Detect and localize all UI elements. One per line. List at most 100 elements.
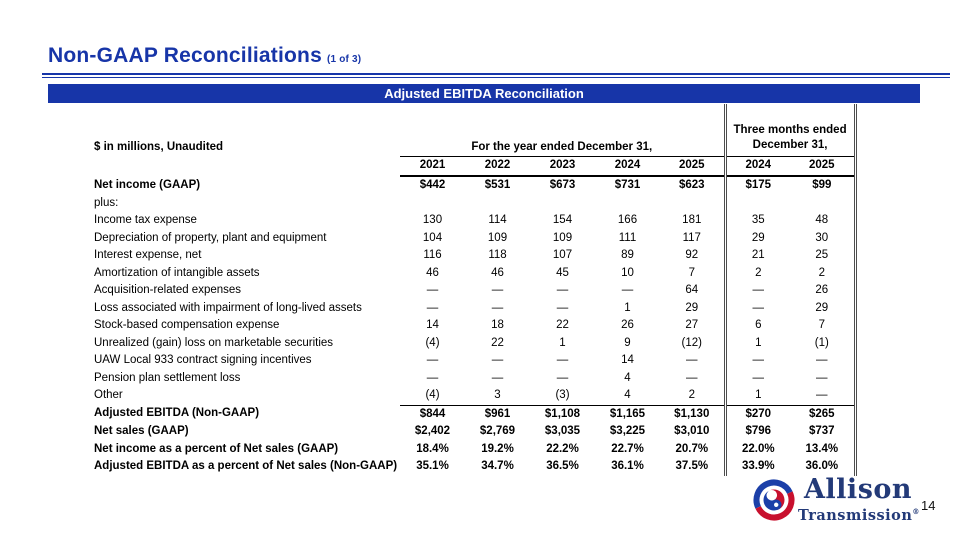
cell-value: $1,130 bbox=[674, 407, 710, 420]
allison-wordmark: Allison Transmission® bbox=[798, 474, 920, 524]
row-label: Net sales (GAAP) bbox=[94, 425, 189, 437]
cell-value: 154 bbox=[552, 214, 573, 226]
cell-value: $3,010 bbox=[674, 425, 710, 437]
table-row: Income tax expense 130 114 154 166 181 3… bbox=[94, 212, 857, 230]
col-header-year: 2024 bbox=[595, 156, 660, 177]
cell-value: 109 bbox=[552, 231, 573, 244]
cell-value: 20.7% bbox=[675, 442, 709, 455]
cell-value: $99 bbox=[790, 176, 857, 195]
col-header-quarter: 2024 bbox=[723, 156, 791, 177]
allison-transmission-logo: Allison Transmission® bbox=[752, 474, 920, 524]
cell-value: $265 bbox=[790, 405, 857, 423]
cell-value: 7 bbox=[790, 317, 857, 335]
col-header-year: 2021 bbox=[400, 156, 465, 177]
cell-value: 30 bbox=[790, 229, 857, 247]
cell-value: $3,225 bbox=[609, 425, 646, 437]
reconciliation-table-wrap: $ in millions, Unaudited For the year en… bbox=[94, 104, 857, 476]
table-row: Adjusted EBITDA (Non-GAAP) $844 $961 $1,… bbox=[94, 405, 857, 423]
cell-value: 36.0% bbox=[790, 458, 857, 476]
cell-value: 48 bbox=[790, 212, 857, 230]
cell-value: 22 bbox=[491, 336, 504, 349]
row-label: Depreciation of property, plant and equi… bbox=[94, 231, 327, 244]
col-header-quarter: 2025 bbox=[790, 156, 857, 177]
table-row: Stock-based compensation expense 14 18 2… bbox=[94, 317, 857, 335]
cell-value: — bbox=[686, 371, 698, 384]
allison-wordmark-line2: Transmission® bbox=[798, 506, 920, 524]
row-label: Income tax expense bbox=[94, 214, 197, 226]
allison-wordmark-line1: Allison bbox=[803, 474, 913, 505]
cell-value: 21 bbox=[723, 247, 791, 265]
quarter-group-header-line2: December 31, bbox=[752, 139, 828, 152]
cell-value: 2 bbox=[790, 264, 857, 282]
header-spacer bbox=[94, 157, 400, 177]
table-header-groups: $ in millions, Unaudited For the year en… bbox=[94, 104, 857, 157]
cell-value: 18 bbox=[491, 319, 504, 331]
cell-value: — bbox=[556, 301, 569, 314]
table-title: Adjusted EBITDA Reconciliation bbox=[384, 86, 584, 101]
cell-value: (4) bbox=[425, 336, 440, 349]
table-header-years: 2021 2022 2023 2024 2025 2024 2025 bbox=[94, 156, 857, 177]
cell-value: 3 bbox=[465, 387, 530, 406]
cell-value: 45 bbox=[556, 266, 569, 279]
row-label: Adjusted EBITDA (Non-GAAP) bbox=[94, 407, 260, 420]
row-label: Amortization of intangible assets bbox=[94, 266, 260, 279]
page-title-suffix: (1 of 3) bbox=[326, 54, 362, 65]
cell-value: 25 bbox=[790, 247, 857, 265]
quarter-group-header: Three months ended December 31, bbox=[723, 104, 857, 157]
row-label: Pension plan settlement loss bbox=[94, 371, 241, 384]
cell-value: 13.4% bbox=[790, 440, 857, 458]
cell-value: 22.2% bbox=[546, 442, 579, 455]
cell-value: 2 bbox=[660, 387, 726, 406]
cell-value: 130 bbox=[422, 214, 443, 226]
table-row: UAW Local 933 contract signing incentive… bbox=[94, 352, 857, 370]
cell-value: 166 bbox=[617, 214, 638, 226]
cell-value: 4 bbox=[595, 387, 660, 406]
cell-value: 37.5% bbox=[675, 460, 709, 472]
cell-value: — bbox=[686, 354, 698, 366]
reconciliation-table: $ in millions, Unaudited For the year en… bbox=[94, 104, 857, 476]
row-label: Other bbox=[94, 389, 123, 402]
row-label: Interest expense, net bbox=[94, 249, 202, 261]
cell-value: 36.1% bbox=[611, 460, 644, 472]
registered-mark: ® bbox=[912, 507, 920, 516]
cell-value: 1 bbox=[624, 301, 631, 314]
cell-value: 92 bbox=[685, 249, 699, 261]
cell-value: — bbox=[556, 354, 569, 366]
cell-value: $673 bbox=[549, 179, 576, 191]
cell-value: $1,165 bbox=[609, 407, 646, 420]
row-label: UAW Local 933 contract signing incentive… bbox=[94, 354, 312, 366]
cell-value: 18.4% bbox=[416, 442, 449, 455]
cell-value: 22.7% bbox=[611, 442, 644, 455]
cell-value: 116 bbox=[423, 249, 442, 261]
cell-value: $270 bbox=[723, 405, 791, 423]
cell-value: (12) bbox=[681, 336, 702, 349]
year-group-header: For the year ended December 31, bbox=[400, 104, 726, 157]
row-label: Adjusted EBITDA as a percent of Net sale… bbox=[94, 460, 398, 472]
cell-value: 6 bbox=[723, 317, 791, 335]
cell-value: — bbox=[491, 301, 504, 314]
cell-value: 104 bbox=[422, 231, 443, 244]
cell-value: 4 bbox=[624, 371, 631, 384]
cell-value: $731 bbox=[614, 179, 641, 191]
cell-value: 22 bbox=[556, 319, 569, 331]
cell-value: — bbox=[790, 387, 857, 406]
table-row: Depreciation of property, plant and equi… bbox=[94, 229, 857, 247]
col-header-year: 2025 bbox=[660, 156, 726, 177]
cell-value: 10 bbox=[621, 266, 634, 279]
cell-value: — bbox=[790, 352, 857, 370]
cell-value: — bbox=[723, 282, 791, 300]
cell-value: 26 bbox=[621, 319, 634, 331]
cell-value: 109 bbox=[487, 231, 508, 244]
cell-value: 34.7% bbox=[481, 460, 514, 472]
table-row: Amortization of intangible assets 46 46 … bbox=[94, 264, 857, 282]
cell-value: — bbox=[621, 284, 634, 296]
quarter-group-header-line1: Three months ended bbox=[733, 124, 847, 137]
cell-value: $737 bbox=[790, 423, 857, 441]
cell-value: 181 bbox=[682, 214, 702, 226]
cell-value: $1,108 bbox=[544, 407, 581, 420]
cell-value: 107 bbox=[552, 249, 573, 261]
cell-value: 26 bbox=[790, 282, 857, 300]
col-header-year: 2023 bbox=[530, 156, 595, 177]
page-number: 14 bbox=[921, 498, 936, 513]
cell-value: — bbox=[723, 369, 791, 387]
